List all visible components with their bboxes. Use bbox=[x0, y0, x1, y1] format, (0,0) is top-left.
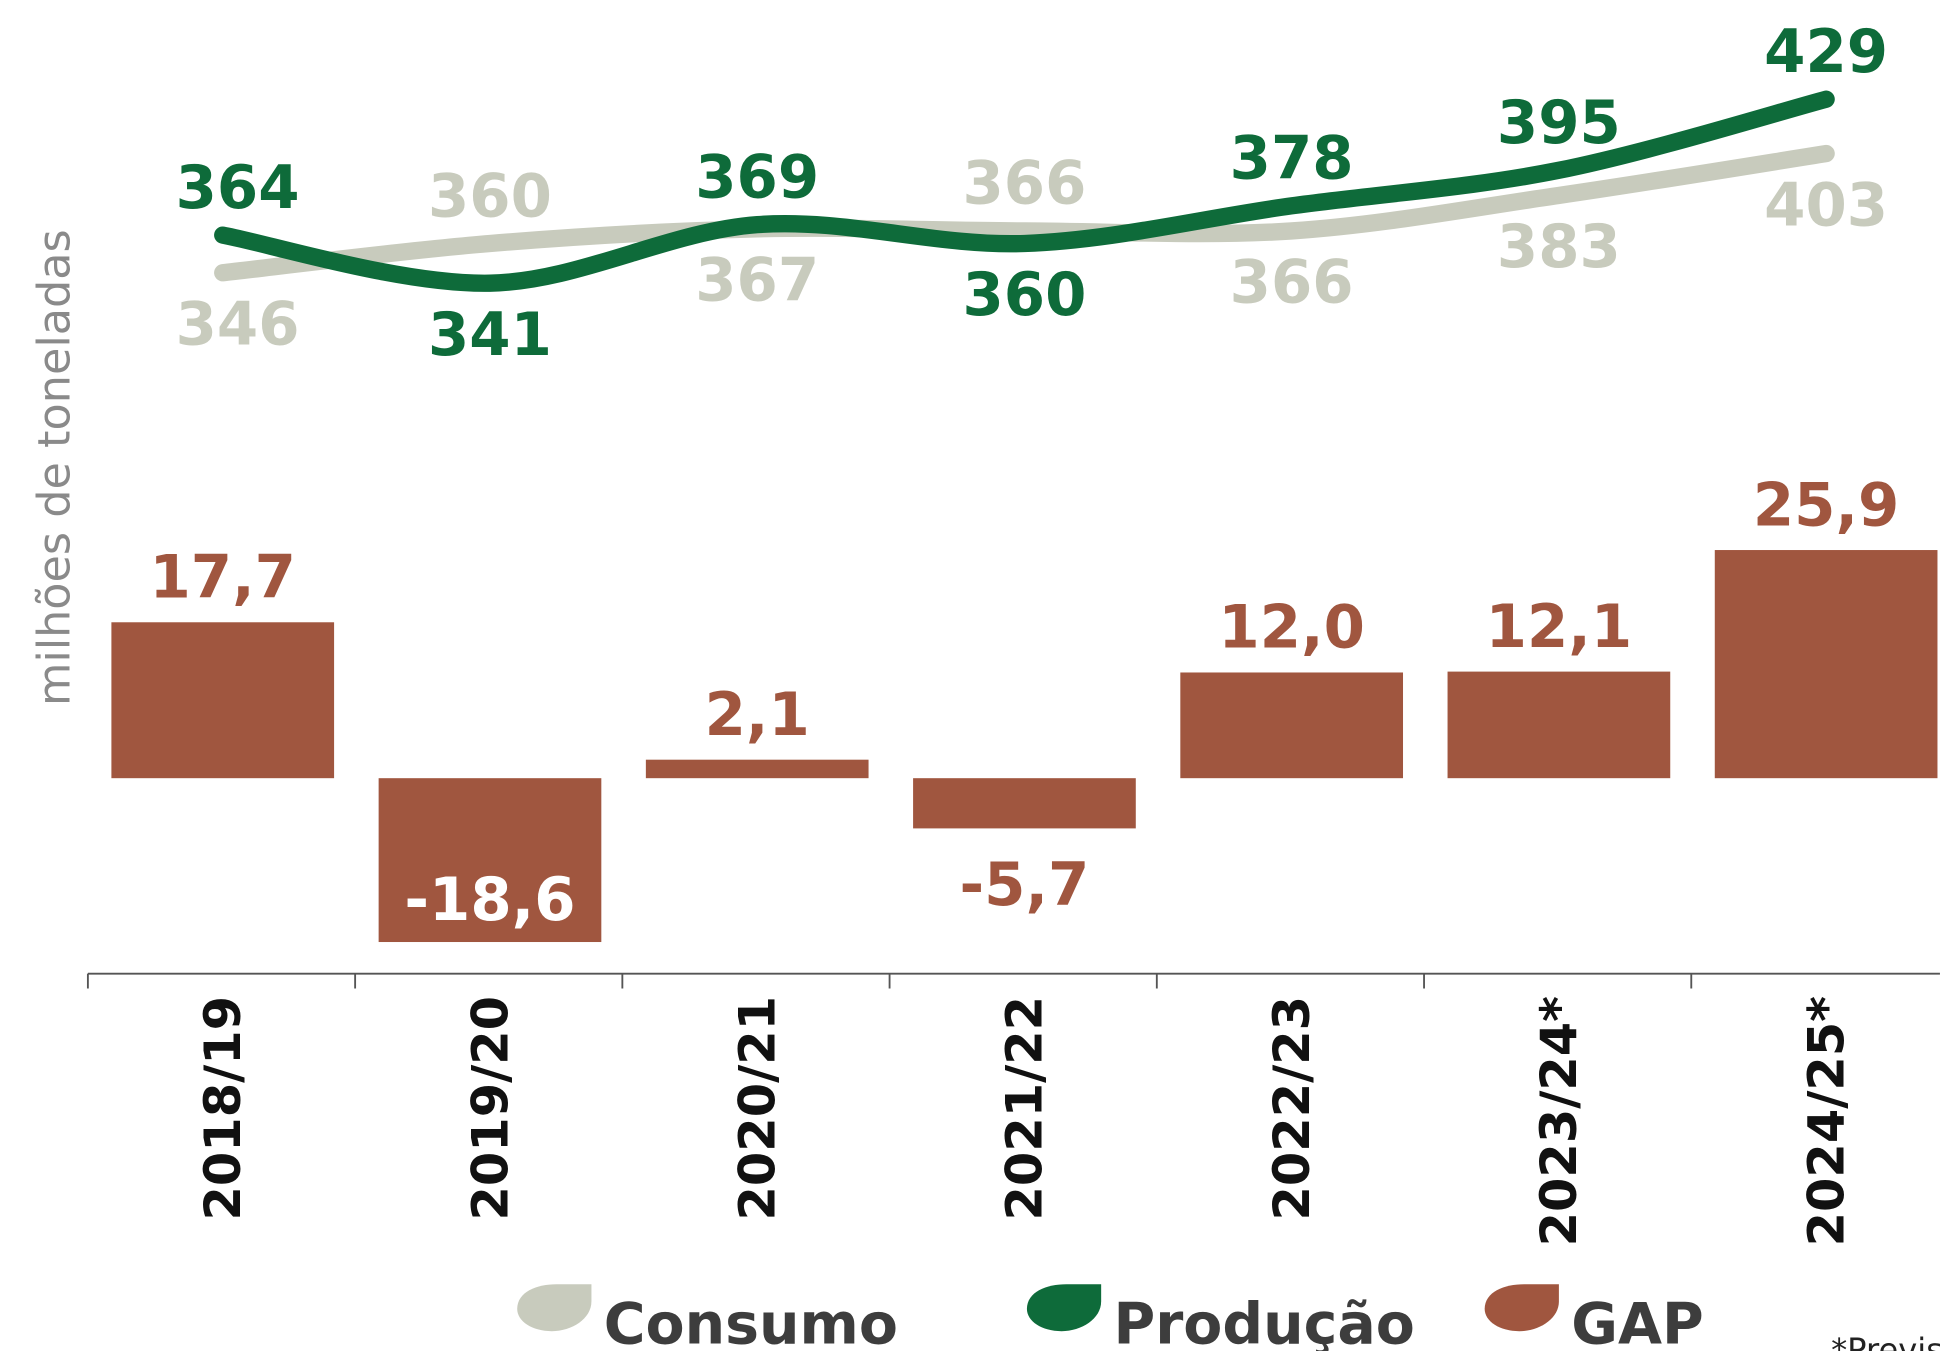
line bbox=[214, 90, 1835, 292]
bar bbox=[1180, 672, 1404, 779]
bar-label: -5,7 bbox=[960, 851, 1090, 920]
line-label: 383 bbox=[1497, 213, 1621, 282]
bar bbox=[1447, 671, 1671, 779]
bar-label: 17,7 bbox=[149, 544, 296, 613]
line bbox=[214, 144, 1835, 282]
line-label: 378 bbox=[1230, 125, 1354, 194]
line-label: 429 bbox=[1764, 18, 1888, 87]
footnote: *Previsão bbox=[1831, 1331, 1940, 1351]
line-label: 364 bbox=[176, 154, 300, 223]
line-label: 346 bbox=[176, 291, 300, 360]
x-tick-label: 2020/21 bbox=[729, 996, 787, 1221]
x-tick-label: 2023/24* bbox=[1530, 996, 1588, 1246]
x-tick-label: 2024/25* bbox=[1797, 996, 1855, 1246]
legend-swatch bbox=[1026, 1284, 1102, 1332]
legend-label: Produção bbox=[1114, 1292, 1415, 1351]
line-label: 360 bbox=[962, 261, 1086, 330]
legend-label: GAP bbox=[1571, 1292, 1703, 1351]
legend-label: Consumo bbox=[604, 1292, 898, 1351]
line-label: 367 bbox=[695, 247, 819, 316]
bar bbox=[913, 778, 1136, 829]
bar-label: -18,6 bbox=[404, 866, 575, 935]
bar-label: 25,9 bbox=[1753, 471, 1900, 540]
line-label: 366 bbox=[962, 150, 1086, 219]
legend-swatch bbox=[1484, 1284, 1559, 1332]
x-tick-label: 2018/19 bbox=[194, 996, 252, 1221]
y-axis-label: milhões de toneladas bbox=[28, 229, 80, 706]
line-label: 341 bbox=[428, 301, 552, 370]
bar-label: 12,0 bbox=[1218, 594, 1365, 663]
bar bbox=[111, 622, 335, 779]
x-tick-label: 2021/22 bbox=[996, 996, 1054, 1221]
line-label: 395 bbox=[1497, 89, 1621, 158]
line-label: 360 bbox=[428, 162, 552, 231]
x-tick-label: 2022/23 bbox=[1263, 996, 1321, 1221]
bar bbox=[645, 759, 869, 779]
line-label: 366 bbox=[1230, 249, 1354, 318]
legend-swatch bbox=[517, 1284, 592, 1332]
bar-label: 2,1 bbox=[705, 681, 810, 750]
x-tick-label: 2019/20 bbox=[461, 996, 519, 1221]
line-label: 403 bbox=[1764, 171, 1888, 240]
bar bbox=[378, 778, 602, 943]
line-label: 369 bbox=[695, 143, 819, 212]
bar bbox=[1714, 550, 1938, 779]
bar-label: 12,1 bbox=[1486, 593, 1633, 662]
